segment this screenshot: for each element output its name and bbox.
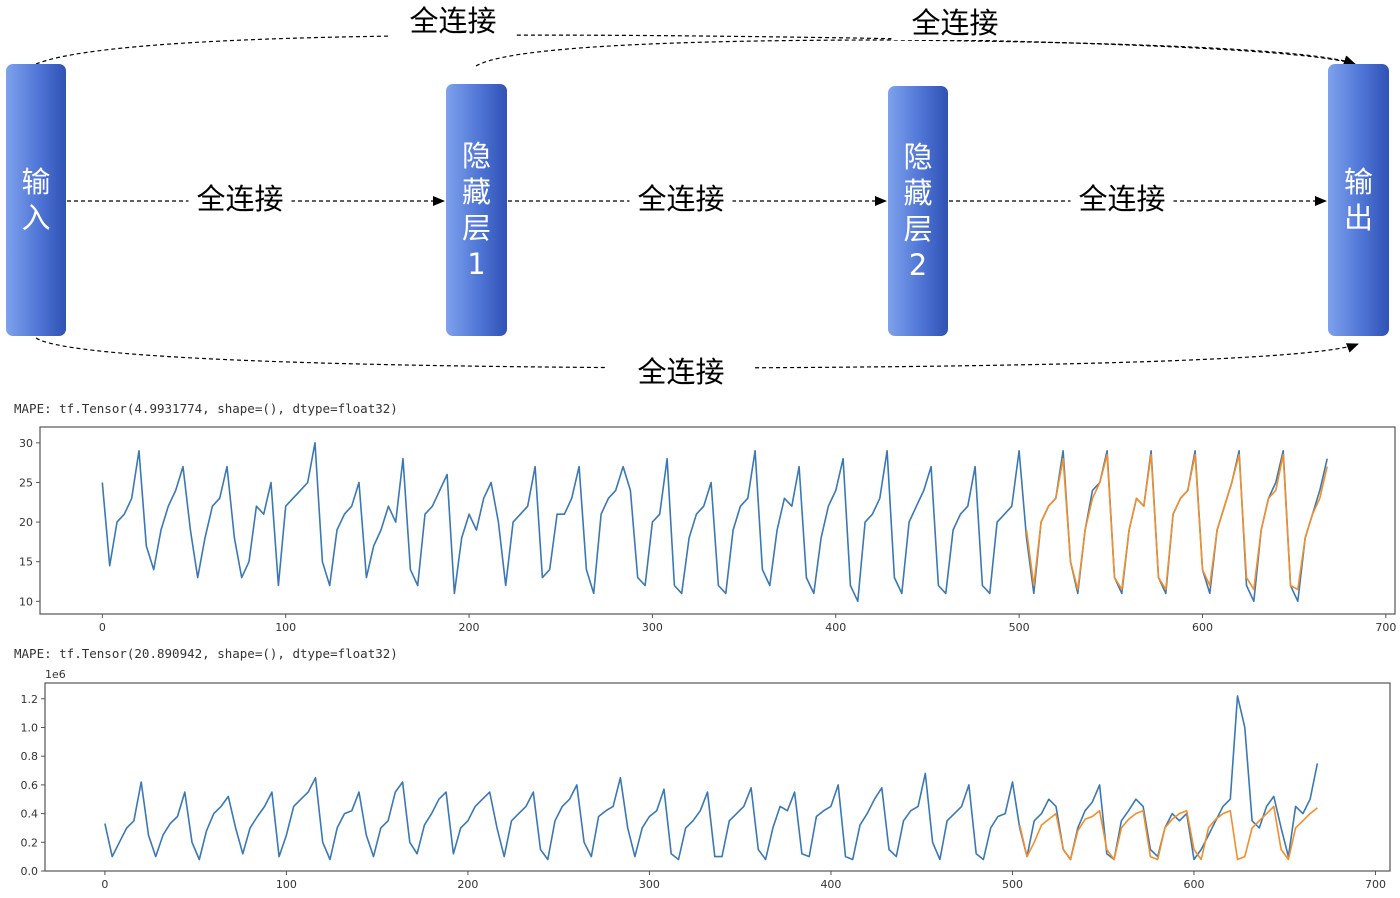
edge-label-hidden1-output-top: 全连接 [891,6,1019,40]
node-char: 隐 [461,139,491,173]
y-tick-label: 30 [19,437,33,450]
y-tick-label: 10 [19,595,33,608]
node-char: 2 [908,248,928,282]
hidden-layer-2-node: 隐 藏 层 2 [888,86,948,336]
axes-frame [44,682,1391,872]
y-tick-label: 0.4 [21,808,39,821]
y-tick-label: 0.0 [21,865,39,878]
edge-input-output-top [35,34,1356,66]
x-tick-label: 700 [1365,878,1386,891]
edge-label-input-output-bottom: 全连接 [607,355,755,389]
x-tick-label: 200 [459,621,480,634]
actual-series-line [104,695,1319,861]
x-tick-label: 0 [101,878,108,891]
x-tick-label: 600 [1183,878,1204,891]
edge-label-hidden2-output: 全连接 [1070,182,1174,216]
edge-label-input-hidden1: 全连接 [188,182,292,216]
node-char: 层 [903,212,933,246]
edge-hidden1-output-top [475,39,1356,67]
predicted-series-line [1025,453,1328,591]
node-char: 藏 [461,175,491,209]
node-char: 输 [21,165,51,199]
y-tick-label: 1.0 [21,721,39,734]
y-tick-label: 1.2 [21,693,39,706]
node-char: 输 [1343,165,1373,199]
x-tick-label: 400 [825,621,846,634]
node-char: 1 [467,247,486,281]
x-tick-label: 600 [1192,621,1213,634]
x-tick-label: 400 [820,878,841,891]
x-tick-label: 200 [457,878,478,891]
node-char: 藏 [903,176,933,210]
node-char: 层 [461,211,491,245]
y-tick-label: 20 [19,516,33,529]
predicted-series-line [1018,805,1318,861]
chart1-title: MAPE: tf.Tensor(4.9931774, shape=(), dty… [14,401,398,416]
y-tick-label: 0.2 [21,836,39,849]
edge-label-input-output-top: 全连接 [389,4,517,38]
y-offset-label: 1e6 [45,668,66,681]
y-tick-label: 15 [19,556,33,569]
x-tick-label: 100 [276,878,297,891]
x-tick-label: 300 [642,621,663,634]
y-tick-label: 25 [19,476,33,489]
y-tick-label: 0.8 [21,750,39,763]
x-tick-label: 0 [99,621,106,634]
output-layer-node: 输 出 [1328,64,1389,336]
x-tick-label: 300 [639,878,660,891]
x-tick-label: 500 [1009,621,1030,634]
node-char: 出 [1343,201,1373,235]
y-tick-label: 0.6 [21,779,39,792]
node-char: 入 [21,201,51,235]
x-tick-label: 500 [1002,878,1023,891]
x-tick-label: 100 [275,621,296,634]
hidden-layer-1-node: 隐 藏 层 1 [446,84,507,336]
x-tick-label: 700 [1375,621,1396,634]
edge-label-hidden1-hidden2: 全连接 [629,182,733,216]
axes-frame [39,426,1396,615]
chart2-title: MAPE: tf.Tensor(20.890942, shape=(), dty… [14,646,398,661]
input-layer-node: 输 入 [6,64,66,336]
node-char: 隐 [903,140,933,174]
